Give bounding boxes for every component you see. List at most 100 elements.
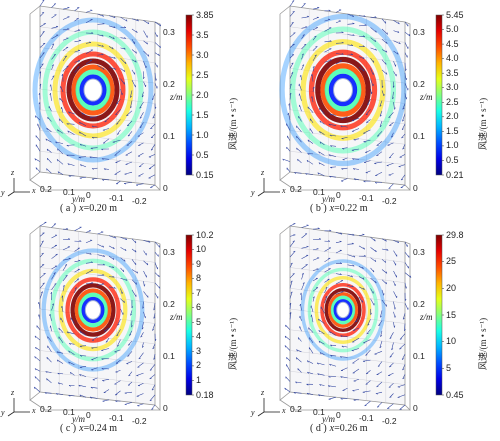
- vector-arrow: [374, 161, 383, 164]
- vector-arrow: [307, 360, 314, 364]
- colorbar-tick-label: 15: [446, 309, 457, 320]
- vector-arrow: [347, 23, 355, 25]
- arrow-head: [89, 41, 92, 43]
- vector-arrow: [301, 64, 305, 70]
- vector-arrow: [335, 291, 344, 295]
- arrow-head: [401, 358, 404, 360]
- colorbar-tick-label: 2.5: [196, 69, 209, 80]
- arrow-head: [91, 168, 94, 170]
- vector-arrow: [374, 351, 383, 355]
- vector-arrow: [74, 29, 81, 32]
- vector-arrow: [143, 81, 146, 88]
- arrow-head: [64, 55, 67, 58]
- arrow-head: [394, 325, 396, 328]
- arrow-head: [45, 371, 48, 373]
- arrow-head: [153, 316, 156, 319]
- vector-arrow: [128, 371, 133, 377]
- vector-arrow: [301, 26, 308, 29]
- vector-arrow: [365, 370, 371, 375]
- vector-arrow: [154, 21, 161, 27]
- arrow-head: [363, 287, 365, 290]
- arrow-head: [329, 363, 332, 366]
- arrow-head: [38, 92, 41, 95]
- vector-arrow: [74, 260, 81, 263]
- vector-arrow: [328, 123, 337, 126]
- vector-arrow: [289, 32, 296, 38]
- vector-arrow: [317, 373, 325, 376]
- arrow-head: [318, 151, 320, 154]
- vector-arrow: [404, 323, 406, 331]
- vector-arrow: [60, 317, 64, 323]
- vector-arrow: [108, 255, 115, 260]
- vector-arrow: [85, 269, 93, 274]
- vector-arrow: [74, 278, 80, 283]
- vector-arrow: [102, 128, 110, 131]
- colorbar-tick-label: 4: [196, 331, 202, 342]
- arrow-head: [374, 39, 376, 42]
- vector-arrow: [154, 83, 158, 89]
- colorbar-tick-label: 1.0: [446, 140, 459, 151]
- arrow-head: [46, 168, 48, 171]
- vector-arrow: [308, 347, 314, 354]
- z-tick-label: 0.1: [163, 351, 175, 361]
- vector-arrow: [68, 395, 75, 397]
- vector-arrow: [74, 287, 77, 293]
- vector-arrow: [319, 384, 325, 386]
- arrow-head: [375, 393, 378, 395]
- arrow-head: [125, 19, 128, 22]
- frame-edge: [279, 399, 410, 411]
- vector-arrow: [379, 110, 383, 117]
- arrow-head: [318, 238, 322, 240]
- arrow-head: [330, 344, 333, 347]
- vector-arrow: [341, 345, 348, 348]
- arrow-head: [102, 129, 105, 131]
- vector-arrow: [296, 125, 302, 133]
- arrow-head: [306, 360, 309, 363]
- vector-arrow: [127, 340, 133, 346]
- triad-z-label: z: [261, 388, 265, 397]
- vector-arrow: [298, 115, 302, 122]
- vector-arrow: [312, 257, 320, 261]
- vector-arrow: [301, 44, 307, 50]
- vector-arrow: [34, 368, 41, 372]
- vector-arrow: [335, 20, 341, 23]
- vector-arrow: [120, 37, 126, 39]
- vector-arrow: [39, 52, 45, 59]
- arrow-head: [399, 348, 402, 350]
- vector-arrow: [39, 83, 42, 90]
- vector-arrow: [148, 154, 156, 158]
- arrow-head: [38, 102, 41, 105]
- arrow-head: [89, 252, 92, 255]
- arrow-head: [124, 392, 127, 394]
- ring-band: [70, 283, 116, 337]
- vector-arrow: [131, 279, 137, 285]
- vector-arrow: [149, 374, 156, 380]
- vector-arrow: [51, 244, 58, 249]
- ring-band: [320, 283, 366, 337]
- vector-arrow: [366, 119, 371, 123]
- vector-arrow: [307, 371, 314, 375]
- vector-arrow: [389, 332, 394, 339]
- arrow-head: [49, 84, 52, 87]
- vector-arrow: [141, 91, 144, 98]
- vector-arrow: [103, 168, 110, 170]
- colorbar-tick-label: 5.0: [446, 24, 459, 35]
- vector-arrow: [388, 173, 394, 176]
- vector-arrow: [381, 248, 389, 251]
- vector-arrow: [358, 266, 364, 269]
- vector-arrow: [301, 233, 308, 239]
- arrow-head: [363, 35, 366, 38]
- y-tick-label: -0.1: [359, 193, 374, 203]
- vector-arrow: [294, 172, 302, 174]
- arrow-head: [397, 52, 399, 55]
- vector-arrow: [62, 258, 71, 261]
- vector-arrow: [393, 102, 395, 110]
- vector-arrow: [154, 241, 160, 248]
- vector-arrow: [289, 92, 292, 100]
- vector-arrow: [85, 282, 94, 285]
- vector-arrow: [301, 53, 304, 60]
- arrow-head: [362, 233, 365, 235]
- vector-arrow: [97, 34, 104, 37]
- vector-arrow: [312, 7, 320, 10]
- arrow-head: [408, 33, 411, 37]
